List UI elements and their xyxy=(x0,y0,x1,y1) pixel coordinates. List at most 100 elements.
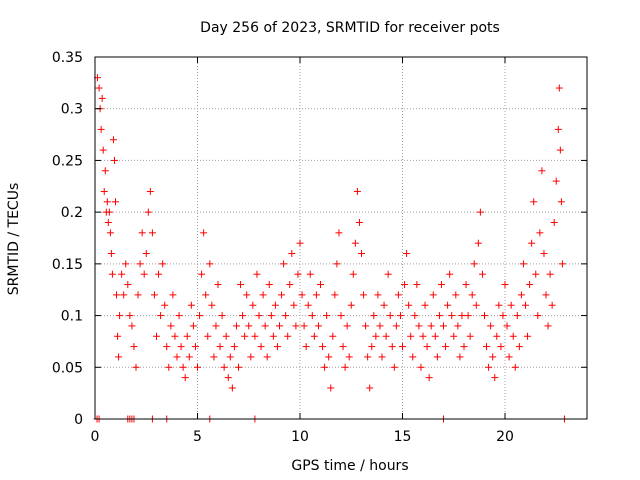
x-tick-label: 5 xyxy=(193,429,202,445)
data-point xyxy=(464,312,472,320)
data-point xyxy=(200,229,208,237)
data-point xyxy=(530,198,538,206)
data-point xyxy=(554,125,562,133)
data-point xyxy=(390,363,398,371)
data-point xyxy=(98,94,106,102)
data-point xyxy=(491,374,499,382)
data-point xyxy=(462,281,470,289)
plot-frame xyxy=(94,56,588,420)
data-point xyxy=(206,260,214,268)
data-point xyxy=(155,270,163,278)
data-point xyxy=(483,343,491,351)
data-point xyxy=(472,301,480,309)
data-point xyxy=(329,332,337,340)
data-point xyxy=(112,198,119,206)
data-point xyxy=(460,343,468,351)
data-point xyxy=(323,312,331,320)
data-point xyxy=(437,281,445,289)
data-point xyxy=(267,312,275,320)
data-point xyxy=(478,270,486,278)
data-point xyxy=(487,322,495,330)
data-point xyxy=(331,291,339,299)
data-point xyxy=(339,343,347,351)
data-point xyxy=(546,270,554,278)
data-point xyxy=(138,229,146,237)
data-point xyxy=(555,84,563,92)
y-tick-label: 0.25 xyxy=(52,153,83,169)
data-point xyxy=(321,363,329,371)
data-point xyxy=(517,291,525,299)
data-point xyxy=(276,322,283,330)
y-tick-label: 0.05 xyxy=(52,360,83,376)
data-point xyxy=(448,312,456,320)
data-point xyxy=(351,239,359,247)
data-point xyxy=(548,301,556,309)
data-point xyxy=(440,322,447,330)
data-point xyxy=(196,312,204,320)
data-point xyxy=(251,332,259,340)
data-point xyxy=(187,301,195,309)
data-point xyxy=(288,250,296,258)
data-point xyxy=(435,312,443,320)
data-point xyxy=(198,270,206,278)
data-point xyxy=(550,218,558,226)
x-tick-label: 10 xyxy=(291,429,309,445)
data-point xyxy=(407,332,415,340)
data-point xyxy=(300,322,308,330)
data-point xyxy=(353,187,361,195)
data-point xyxy=(161,301,169,309)
data-point xyxy=(142,250,150,258)
data-point xyxy=(237,281,245,289)
data-point xyxy=(173,353,181,361)
y-axis-label: SRMTID / TECUs xyxy=(6,183,22,296)
data-point xyxy=(259,291,267,299)
data-point xyxy=(108,270,116,278)
data-point xyxy=(370,312,378,320)
data-point xyxy=(509,332,517,340)
data-point xyxy=(444,301,452,309)
data-point xyxy=(413,281,421,289)
data-point xyxy=(556,146,564,154)
y-tick-label: 0.3 xyxy=(61,102,83,118)
data-point xyxy=(214,281,222,289)
data-point xyxy=(202,291,210,299)
data-point xyxy=(489,353,497,361)
data-point xyxy=(366,384,374,392)
data-point xyxy=(269,332,277,340)
data-point xyxy=(306,270,314,278)
y-tick-label: 0.2 xyxy=(61,205,83,221)
data-points xyxy=(93,74,568,423)
data-point xyxy=(456,353,464,361)
data-point xyxy=(235,363,242,371)
data-point xyxy=(427,322,435,330)
data-point xyxy=(372,332,380,340)
data-point xyxy=(232,322,240,330)
data-point xyxy=(538,167,546,175)
data-point xyxy=(417,363,425,371)
data-point xyxy=(355,218,363,226)
data-point xyxy=(419,332,427,340)
data-point xyxy=(183,332,191,340)
data-point xyxy=(399,343,406,351)
data-point xyxy=(360,291,368,299)
data-point xyxy=(341,363,349,371)
data-point xyxy=(364,353,372,361)
data-point xyxy=(421,301,429,309)
data-point xyxy=(298,291,306,299)
data-point xyxy=(159,260,167,268)
data-point xyxy=(106,229,114,237)
data-point xyxy=(271,301,279,309)
data-point xyxy=(120,291,128,299)
data-point xyxy=(319,343,327,351)
data-point xyxy=(474,239,482,247)
data-point xyxy=(429,291,437,299)
data-point xyxy=(239,312,247,320)
data-point xyxy=(189,322,197,330)
data-point xyxy=(503,322,511,330)
data-point xyxy=(292,322,300,330)
y-tick-label: 0.15 xyxy=(52,257,83,273)
data-point xyxy=(228,384,236,392)
data-point xyxy=(128,322,136,330)
data-point xyxy=(507,301,515,309)
data-point xyxy=(442,343,450,351)
